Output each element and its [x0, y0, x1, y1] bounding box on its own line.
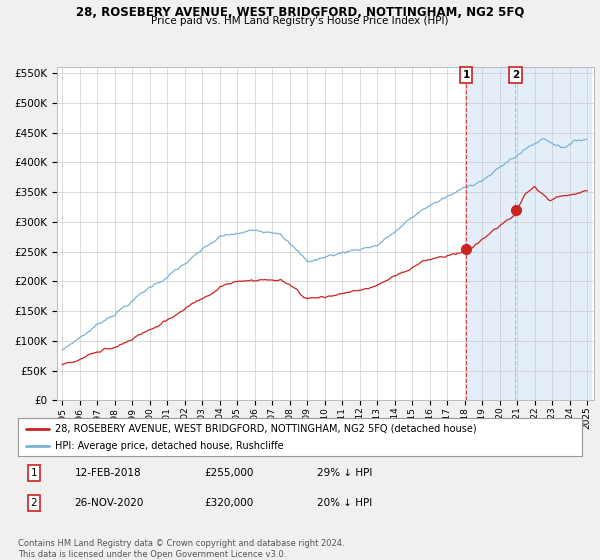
- Text: Contains HM Land Registry data © Crown copyright and database right 2024.
This d: Contains HM Land Registry data © Crown c…: [18, 539, 344, 559]
- Text: Price paid vs. HM Land Registry's House Price Index (HPI): Price paid vs. HM Land Registry's House …: [151, 16, 449, 26]
- Text: 2: 2: [512, 70, 519, 80]
- Text: 2: 2: [31, 498, 37, 508]
- Text: 26-NOV-2020: 26-NOV-2020: [74, 498, 144, 508]
- Text: HPI: Average price, detached house, Rushcliffe: HPI: Average price, detached house, Rush…: [55, 441, 283, 451]
- Text: 12-FEB-2018: 12-FEB-2018: [74, 468, 141, 478]
- Text: 29% ↓ HPI: 29% ↓ HPI: [317, 468, 372, 478]
- Text: 20% ↓ HPI: 20% ↓ HPI: [317, 498, 372, 508]
- Text: £320,000: £320,000: [204, 498, 253, 508]
- Text: 1: 1: [31, 468, 37, 478]
- Bar: [466, 67, 590, 400]
- Text: 28, ROSEBERY AVENUE, WEST BRIDGFORD, NOTTINGHAM, NG2 5FQ: 28, ROSEBERY AVENUE, WEST BRIDGFORD, NOT…: [76, 6, 524, 18]
- Text: £255,000: £255,000: [204, 468, 253, 478]
- Text: 28, ROSEBERY AVENUE, WEST BRIDGFORD, NOTTINGHAM, NG2 5FQ (detached house): 28, ROSEBERY AVENUE, WEST BRIDGFORD, NOT…: [55, 423, 476, 433]
- Text: 1: 1: [463, 70, 470, 80]
